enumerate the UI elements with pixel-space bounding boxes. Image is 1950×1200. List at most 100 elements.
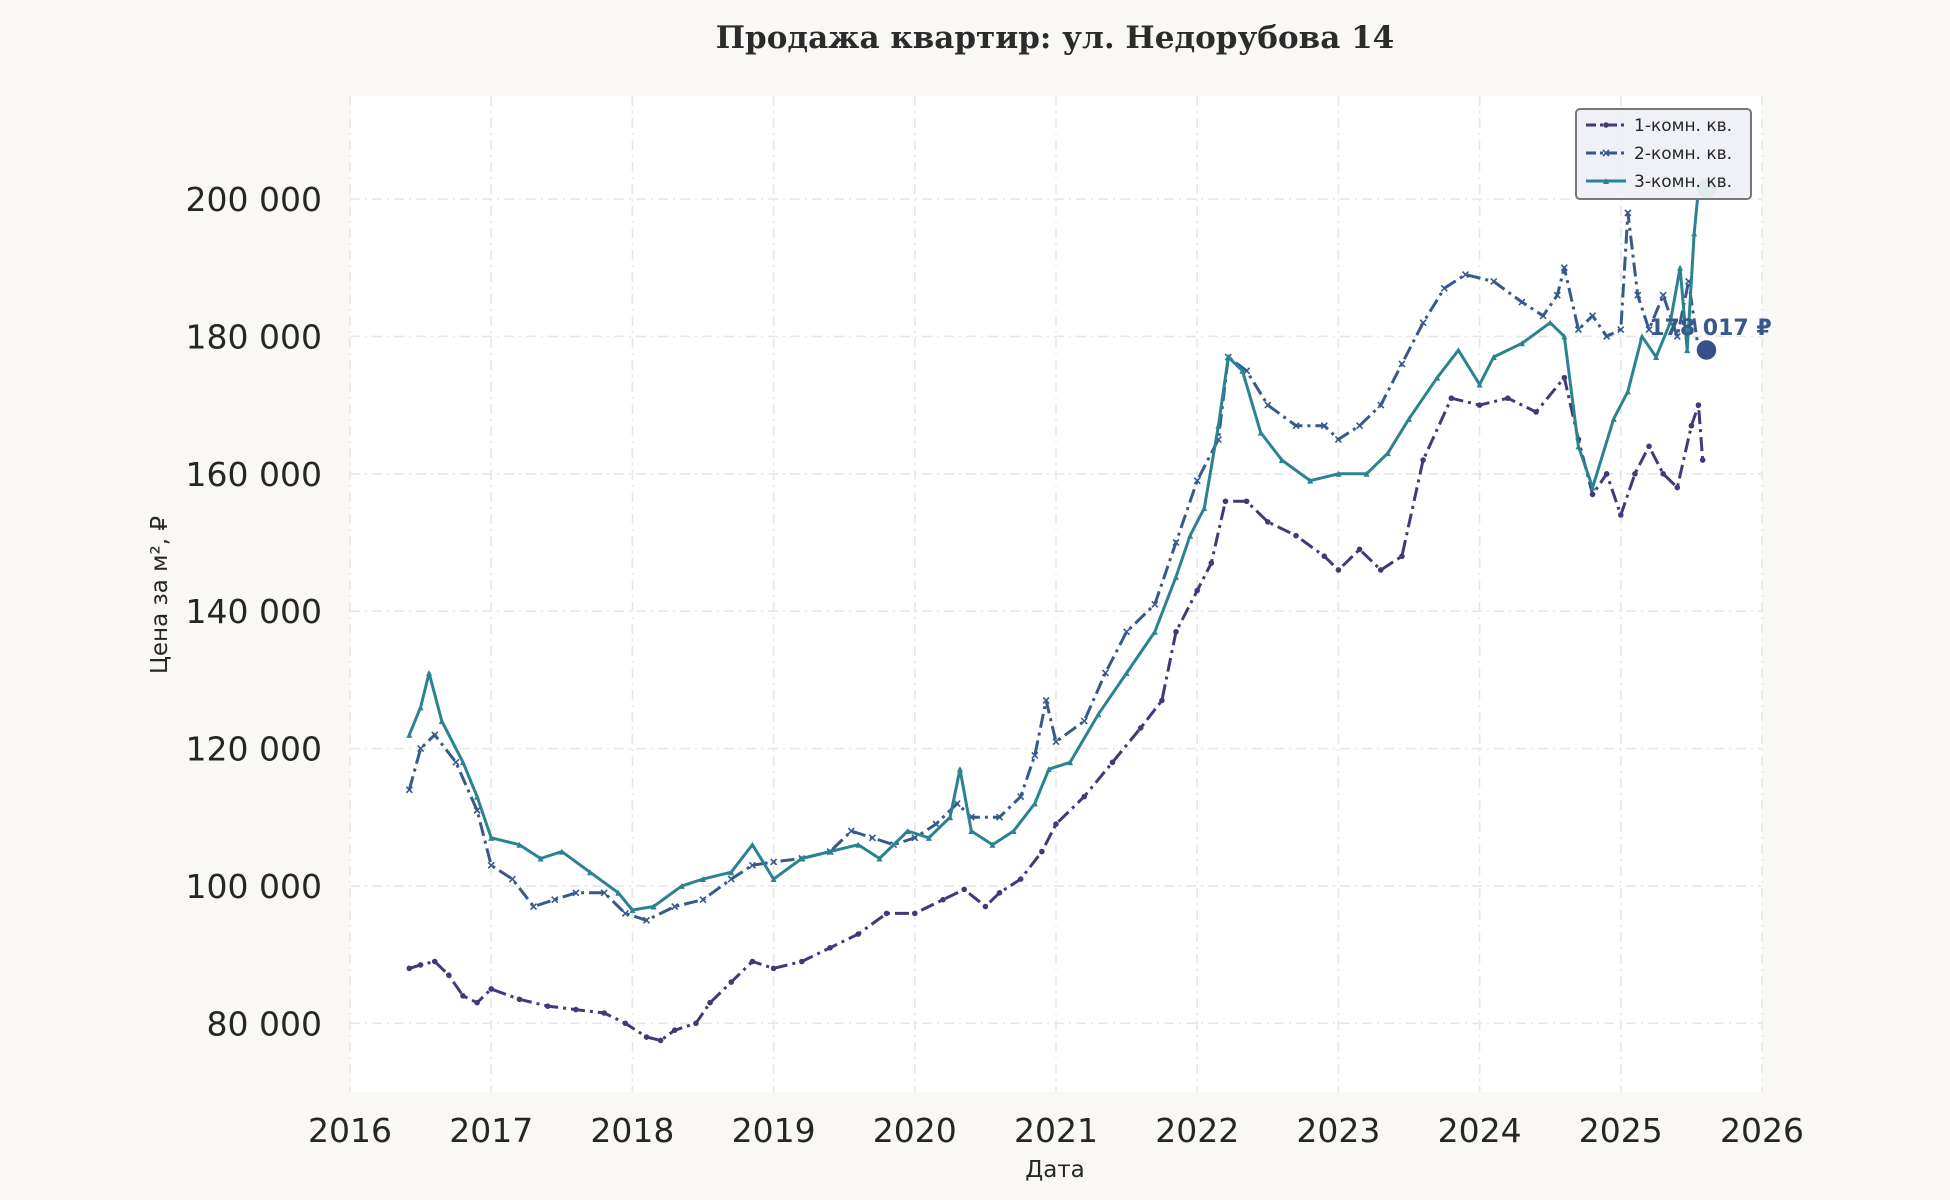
- series-point: [1017, 876, 1024, 882]
- series-point: [487, 861, 495, 869]
- series-point: [956, 766, 963, 773]
- x-tick-label: 2023: [1296, 1111, 1380, 1150]
- series-point: [1292, 422, 1300, 430]
- series-point: [1561, 333, 1568, 340]
- series-point: [446, 972, 452, 979]
- end-point-marker: [1694, 337, 1719, 363]
- series-point: [1588, 312, 1597, 320]
- series-point: [426, 669, 433, 676]
- series-point: [615, 889, 622, 896]
- series-point: [707, 999, 713, 1006]
- series-point: [932, 820, 940, 828]
- series-point: [1208, 560, 1215, 566]
- series-point: [995, 813, 1004, 821]
- series-point: [622, 1020, 629, 1027]
- series-point: [1674, 484, 1681, 491]
- series-point: [516, 841, 523, 848]
- series-point: [1031, 751, 1039, 759]
- series-point: [1222, 498, 1229, 505]
- series-point: [1045, 766, 1052, 773]
- series-point: [925, 834, 932, 841]
- series-point: [1356, 546, 1363, 553]
- series-point: [1334, 435, 1342, 444]
- series-point: [911, 834, 919, 842]
- series-point: [855, 841, 862, 848]
- series-3: [406, 185, 1702, 913]
- series-point: [1225, 354, 1232, 361]
- legend-label: 2-комн. кв.: [1634, 144, 1732, 164]
- series-point: [1490, 354, 1497, 361]
- x-tick-label: 2022: [1155, 1111, 1239, 1150]
- series-point: [1490, 277, 1498, 286]
- series-point: [529, 902, 538, 911]
- series-point: [1123, 628, 1131, 636]
- series-point: [700, 876, 706, 883]
- series-point: [1699, 457, 1706, 463]
- series-point: [770, 876, 777, 883]
- series-point: [1293, 532, 1299, 539]
- chart-title: Продажа квартир: ул. Недорубова 14: [716, 20, 1394, 56]
- series-point: [1172, 538, 1180, 547]
- x-tick-label: 2026: [1720, 1111, 1804, 1150]
- series-point: [1684, 347, 1691, 354]
- series-point: [953, 799, 961, 808]
- series-point: [587, 869, 594, 876]
- series-point: [1243, 498, 1250, 505]
- series-point: [650, 903, 657, 910]
- series-point: [982, 903, 989, 910]
- series-point: [1659, 291, 1667, 299]
- series-point: [1377, 401, 1385, 409]
- y-tick-label: 100 000: [186, 867, 322, 906]
- series-point: [1173, 573, 1180, 580]
- series-point: [1356, 422, 1364, 430]
- series-point: [474, 999, 480, 1006]
- legend: 1-комн. кв. 2-комн. кв. 3-комн. кв.: [1575, 108, 1752, 200]
- series-point: [1406, 415, 1412, 422]
- series-point: [1137, 725, 1144, 731]
- series-point: [558, 848, 565, 855]
- series-point: [1239, 367, 1246, 374]
- series-point: [1377, 567, 1384, 573]
- series-point: [1080, 717, 1088, 725]
- series-point: [1547, 319, 1554, 326]
- x-tick-label: 2020: [873, 1111, 957, 1150]
- series-point: [1420, 457, 1426, 463]
- end-value-label: 178 017 ₽: [1649, 316, 1771, 341]
- series-2: [405, 209, 1703, 924]
- series-point: [629, 906, 636, 913]
- series-point: [1307, 477, 1314, 484]
- series-point: [798, 855, 805, 862]
- series-point: [912, 910, 918, 917]
- legend-marker: [1603, 122, 1609, 128]
- series-point: [678, 882, 685, 889]
- series-point: [671, 902, 679, 911]
- x-axis-ticks: 2016 2017 2018 2019 2020 2021 2022 2023 2024 2025…: [308, 1111, 1804, 1150]
- series-point: [537, 855, 544, 862]
- series-point: [1660, 470, 1666, 477]
- x-tick-label: 2024: [1438, 1111, 1522, 1150]
- series-point: [1634, 291, 1642, 299]
- series-point: [989, 841, 996, 848]
- series-point: [460, 993, 466, 999]
- series-point: [1363, 470, 1370, 477]
- series-point: [868, 834, 877, 842]
- series-point: [1610, 415, 1617, 422]
- y-tick-label: 180 000: [186, 317, 322, 356]
- series-point: [1052, 738, 1060, 746]
- series-point: [876, 855, 883, 862]
- series-point: [452, 758, 460, 766]
- series-point: [488, 986, 495, 992]
- series-point: [459, 759, 466, 766]
- series-point: [693, 1020, 699, 1027]
- series-point: [600, 889, 608, 897]
- series-point: [1194, 587, 1200, 594]
- series-point: [1667, 319, 1674, 326]
- series-point: [727, 875, 735, 883]
- series-point: [671, 1027, 678, 1033]
- series-point: [1017, 793, 1025, 801]
- series-point: [621, 909, 629, 917]
- series-point: [1095, 711, 1102, 718]
- grid: [349, 96, 1763, 1092]
- series-point: [1278, 457, 1285, 464]
- series-point: [770, 965, 777, 972]
